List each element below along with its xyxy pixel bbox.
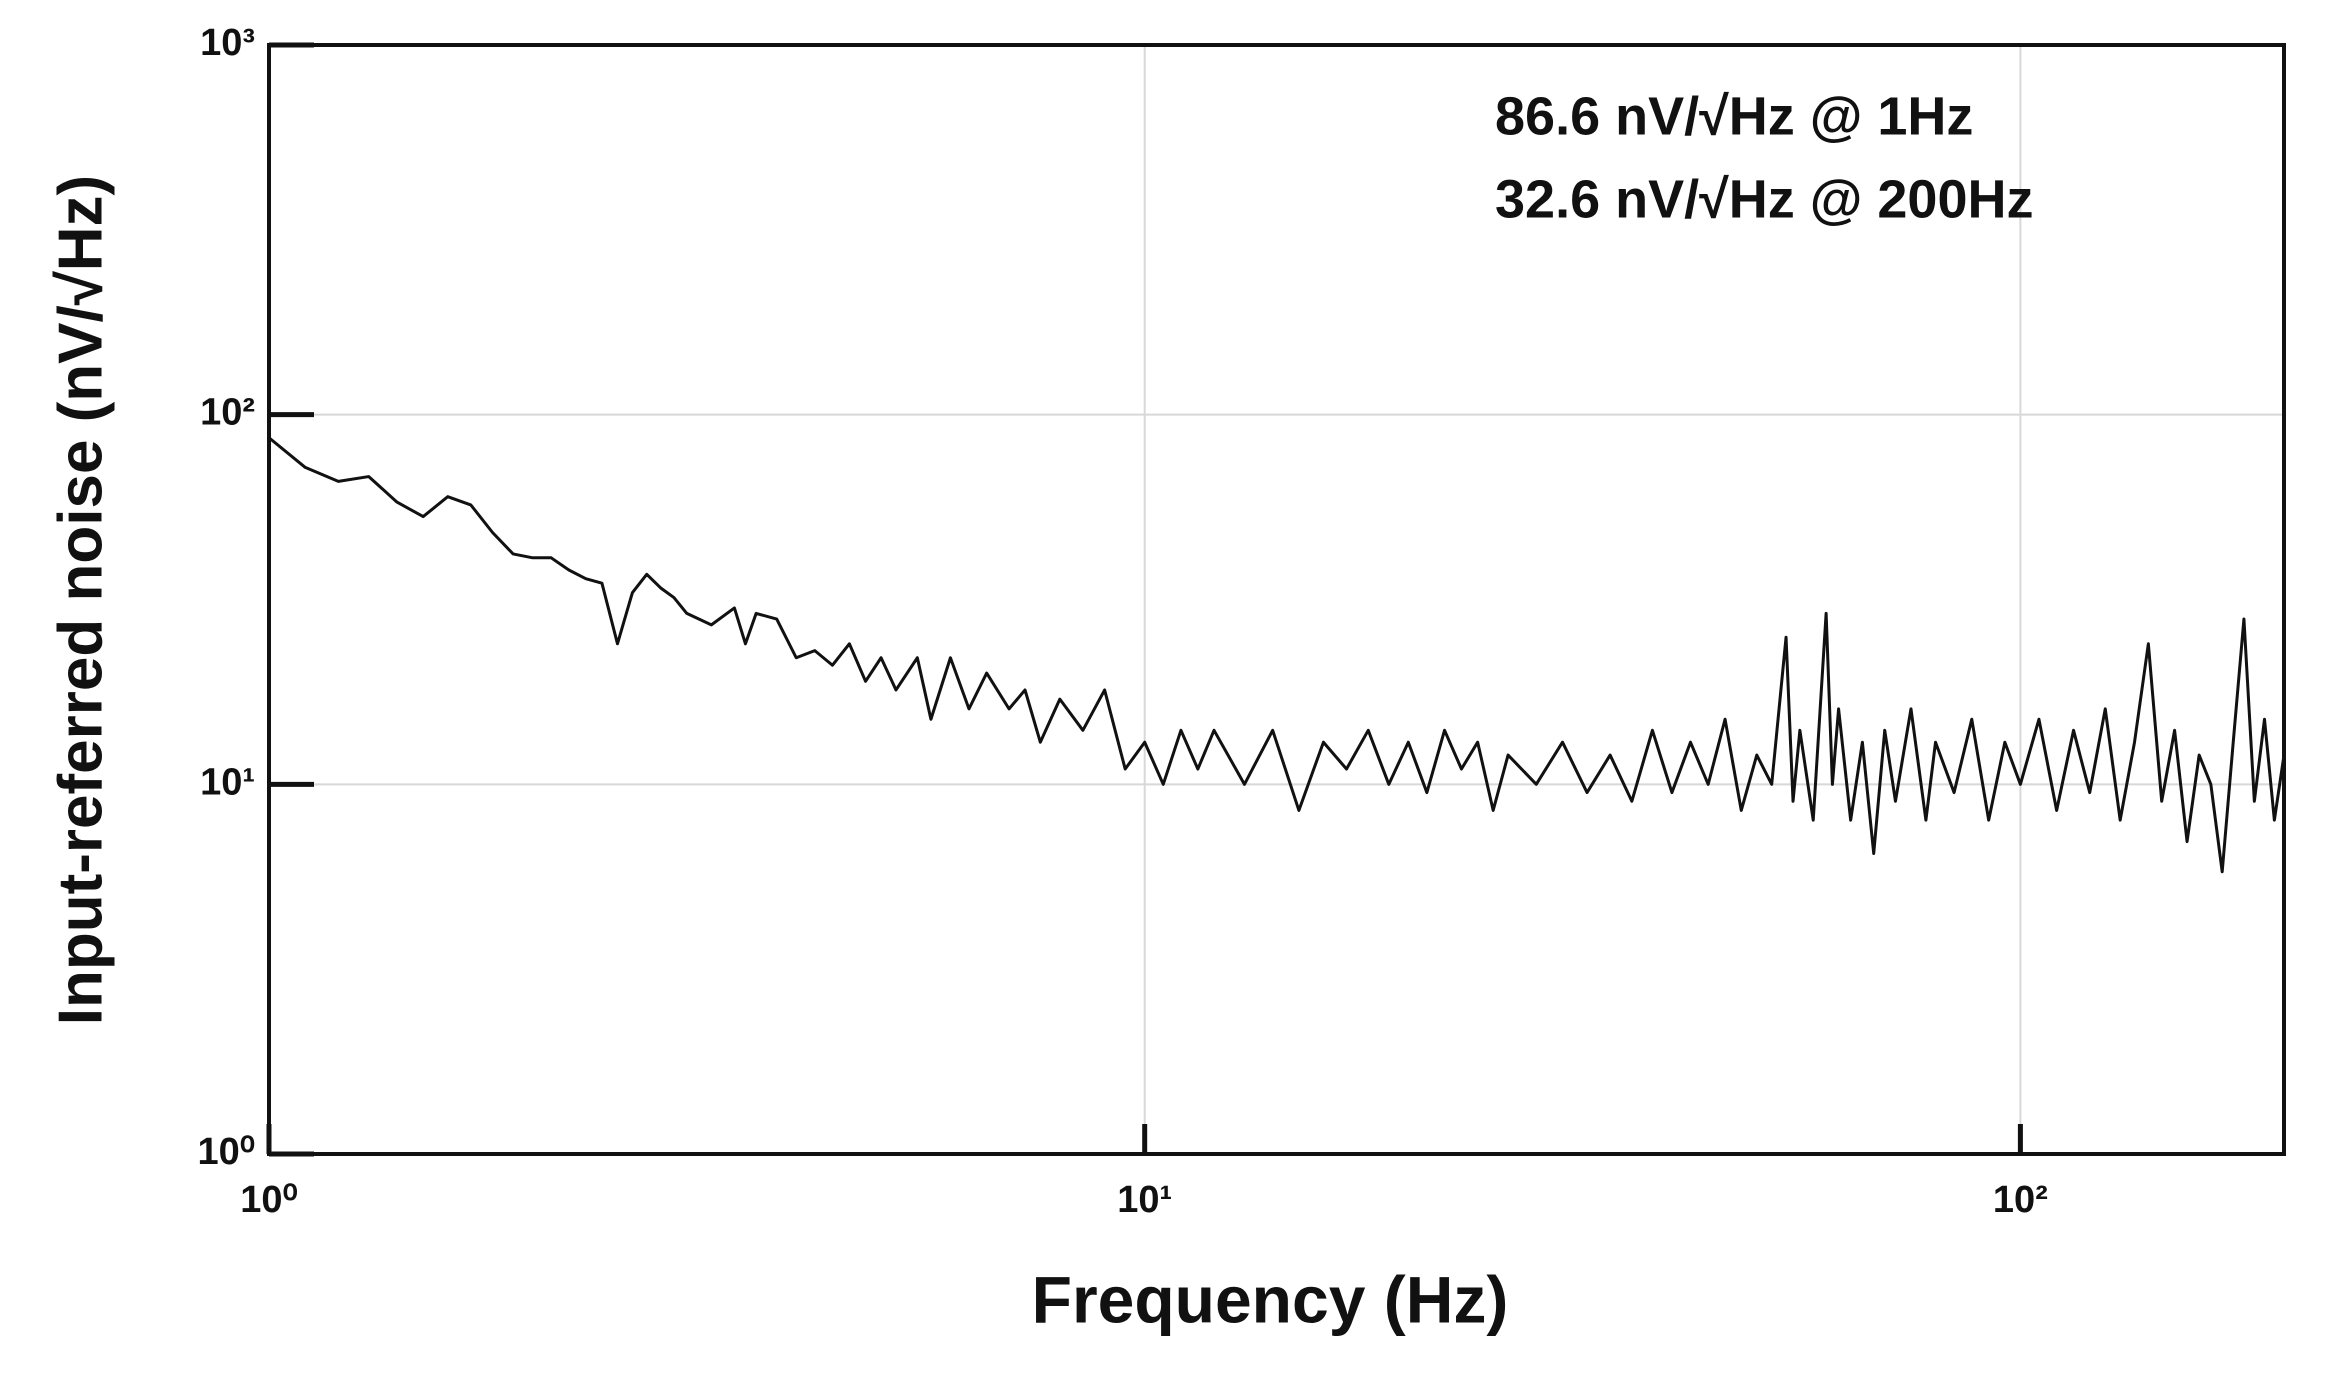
y-axis-title: Input-referred noise (nV/√Hz) — [46, 175, 115, 1025]
y-tick-label: 10¹ — [200, 761, 255, 803]
line-series — [268, 436, 2286, 874]
y-tick-label: 10³ — [200, 22, 255, 64]
plot-frame — [267, 43, 2286, 1156]
x-tick-label: 10⁰ — [240, 1179, 298, 1221]
y-tick-label: 10² — [200, 392, 255, 434]
annotation: 86.6 nV/√Hz @ 1Hz — [1495, 86, 1973, 146]
plot-area — [268, 436, 2286, 874]
x-tick-label: 10¹ — [1117, 1179, 1172, 1221]
y-tick-label: 10⁰ — [197, 1131, 255, 1173]
x-tick-label: 10² — [1993, 1179, 2048, 1221]
x-axis-title: Frequency (Hz) — [1032, 1262, 1509, 1336]
annotation: 32.6 nV/√Hz @ 200Hz — [1495, 169, 2034, 229]
